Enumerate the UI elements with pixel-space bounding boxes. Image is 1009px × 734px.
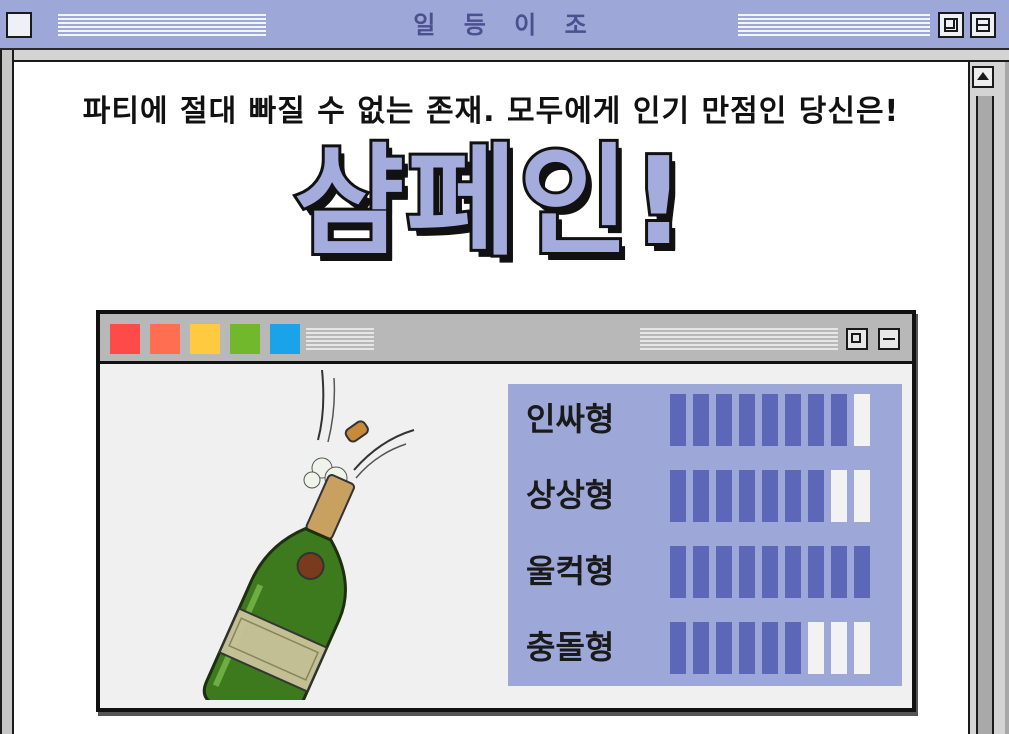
color-dot-orange: [150, 324, 180, 354]
stat-bar-filled: [670, 470, 686, 522]
stat-bar-filled: [762, 622, 778, 674]
stat-bar-filled: [854, 546, 870, 598]
stat-row: 울컥형: [508, 542, 902, 600]
stat-bar-filled: [739, 546, 755, 598]
stat-bar-empty: [808, 622, 824, 674]
stat-bar-empty: [854, 394, 870, 446]
color-dot-yellow: [190, 324, 220, 354]
window-content: 파티에 절대 빠질 수 없는 존재. 모두에게 인기 만점인 당신은! 샴페인!: [14, 62, 968, 734]
color-dot-blue: [270, 324, 300, 354]
result-title: 샴페인!: [291, 130, 689, 275]
stat-label: 충돌형: [526, 628, 615, 666]
stat-bar-filled: [831, 546, 847, 598]
stat-bar-filled: [762, 394, 778, 446]
stat-row: 인싸형: [508, 390, 902, 448]
stat-bar-filled: [670, 622, 686, 674]
stat-bar-filled: [670, 394, 686, 446]
scroll-up-arrow-icon[interactable]: [972, 66, 994, 88]
card-titlebar-stripes-left: [306, 328, 374, 350]
window-title: 일 등 이 조: [413, 11, 597, 39]
collapse-box-icon[interactable]: [970, 12, 996, 38]
card-collapse-box-icon[interactable]: [878, 328, 900, 350]
window-frame-left: [0, 50, 14, 734]
stat-bar-filled: [785, 470, 801, 522]
titlebar-stripes-left: [58, 14, 266, 36]
window-titlebar[interactable]: 일 등 이 조: [0, 0, 1009, 50]
close-box-icon[interactable]: [6, 12, 32, 38]
stat-bar-filled: [785, 622, 801, 674]
vertical-scrollbar[interactable]: [968, 62, 1009, 734]
color-dot-green: [230, 324, 260, 354]
stat-bar-filled: [693, 622, 709, 674]
color-dot-red: [110, 324, 140, 354]
intro-text: 파티에 절대 빠질 수 없는 존재. 모두에게 인기 만점인 당신은!: [82, 94, 900, 129]
result-card-titlebar: [100, 314, 912, 364]
stat-bar-filled: [693, 470, 709, 522]
scroll-track[interactable]: [976, 96, 994, 734]
stat-bar-filled: [785, 546, 801, 598]
stat-bar-filled: [739, 622, 755, 674]
stat-row: 상상형: [508, 466, 902, 524]
stat-bar-filled: [693, 394, 709, 446]
stat-bar-filled: [716, 622, 732, 674]
stat-bar-filled: [762, 546, 778, 598]
card-titlebar-stripes-right: [640, 328, 838, 350]
stat-bar-filled: [762, 470, 778, 522]
stat-bar-filled: [716, 546, 732, 598]
stat-bar-empty: [854, 470, 870, 522]
stat-bar-filled: [785, 394, 801, 446]
window-frame-top: [14, 50, 1009, 62]
titlebar-stripes-right: [738, 14, 930, 36]
stat-bar-filled: [739, 470, 755, 522]
stat-bar-filled: [808, 470, 824, 522]
stat-bar-empty: [831, 470, 847, 522]
stat-bar-filled: [716, 394, 732, 446]
stat-bar-filled: [831, 394, 847, 446]
stat-bar-filled: [670, 546, 686, 598]
stat-bar-empty: [831, 622, 847, 674]
stat-bar-filled: [693, 546, 709, 598]
champagne-bottle-icon: [202, 370, 415, 700]
stat-label: 인싸형: [526, 400, 615, 438]
stat-label: 울컥형: [526, 552, 615, 590]
stat-bar-filled: [739, 394, 755, 446]
stat-row: 충돌형: [508, 618, 902, 676]
zoom-box-icon[interactable]: [938, 12, 964, 38]
stat-bar-filled: [808, 394, 824, 446]
stat-bar-empty: [854, 622, 870, 674]
stat-bar-filled: [808, 546, 824, 598]
stat-bar-filled: [716, 470, 732, 522]
stat-label: 상상형: [526, 476, 615, 514]
card-zoom-box-icon[interactable]: [846, 328, 868, 350]
